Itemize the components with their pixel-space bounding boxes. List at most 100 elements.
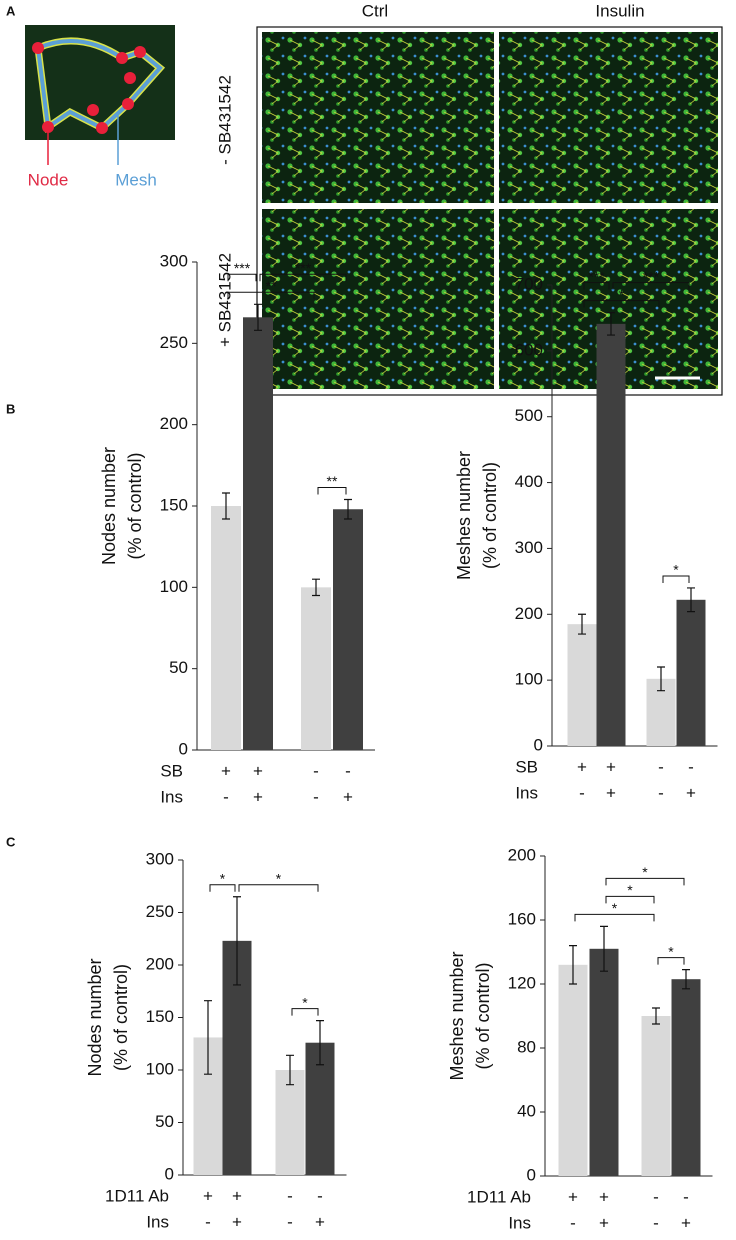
condition-sign: + [686, 783, 696, 802]
y-tick-label: 250 [146, 902, 174, 921]
significance-label: * [612, 900, 618, 916]
error-bar [569, 945, 577, 985]
error-bar [682, 969, 690, 990]
condition-name: SB [160, 761, 183, 780]
condition-sign: + [681, 1213, 691, 1232]
condition-name: Ins [515, 783, 538, 802]
y-axis-label: (% of control) [125, 452, 145, 559]
condition-sign: - [658, 783, 664, 802]
bar [671, 979, 701, 1176]
significance-bracket [317, 486, 347, 495]
condition-sign: + [599, 1187, 609, 1206]
column-label: Ctrl [362, 1, 388, 20]
y-tick-label: 0 [527, 1165, 536, 1184]
significance-bracket [657, 957, 685, 965]
y-tick-label: 150 [160, 495, 188, 514]
y-tick-label: 200 [515, 604, 543, 623]
y-tick-label: 300 [515, 538, 543, 557]
error-bar [254, 303, 262, 331]
significance-bracket [291, 1008, 319, 1016]
condition-sign: - [313, 787, 319, 806]
bar [558, 964, 588, 1176]
micrograph-grid [256, 26, 723, 396]
significance-label: *** [588, 268, 605, 284]
condition-sign: - [653, 1213, 659, 1232]
y-tick-label: 400 [515, 472, 543, 491]
inset-label: Mesh [115, 170, 157, 189]
bar [211, 506, 241, 750]
condition-sign: - [579, 783, 585, 802]
error-bar [233, 896, 241, 986]
significance-label: * [642, 864, 648, 880]
condition-sign: - [683, 1187, 689, 1206]
condition-sign: + [606, 757, 616, 776]
significance-bracket [583, 282, 610, 290]
significance-bracket [605, 895, 655, 904]
bar [676, 599, 706, 746]
significance-label: * [220, 870, 226, 886]
condition-sign: + [253, 761, 263, 780]
y-tick-label: 0 [165, 1164, 174, 1183]
significance-label: * [619, 286, 625, 302]
condition-name: SB [515, 757, 538, 776]
significance-label: * [627, 882, 633, 898]
condition-name: 1D11 Ab [467, 1187, 531, 1206]
y-tick-label: 150 [146, 1007, 174, 1026]
condition-name: Ins [508, 1213, 531, 1232]
condition-sign: - [317, 1186, 323, 1205]
y-axis-label: (% of control) [480, 462, 500, 569]
y-tick-label: 160 [508, 909, 536, 928]
significance-label: *** [295, 260, 312, 276]
error-bar [687, 587, 695, 613]
significance-bracket [238, 884, 319, 892]
bar [243, 317, 273, 750]
row-label: - SB431542 [215, 75, 234, 165]
significance-bracket [227, 291, 315, 300]
row-label: + SB431542 [215, 253, 234, 347]
significance-bracket [612, 282, 690, 290]
y-tick-label: 700 [515, 274, 543, 293]
condition-sign: + [232, 1186, 242, 1205]
y-axis-label: (% of control) [473, 962, 493, 1069]
significance-label: * [302, 994, 308, 1010]
y-tick-label: 200 [508, 845, 536, 864]
condition-sign: + [253, 787, 263, 806]
condition-sign: + [568, 1187, 578, 1206]
bar [333, 509, 363, 750]
y-axis-label: Meshes number [447, 951, 467, 1080]
condition-sign: - [658, 757, 664, 776]
significance-label: * [673, 562, 679, 578]
y-tick-label: 50 [155, 1112, 174, 1131]
condition-sign: + [577, 757, 587, 776]
condition-sign: - [570, 1213, 576, 1232]
significance-label: * [276, 870, 282, 886]
significance-label: ** [266, 278, 277, 294]
significance-bracket [605, 877, 685, 886]
y-tick-label: 100 [146, 1059, 174, 1078]
condition-sign: - [653, 1187, 659, 1206]
error-bar [312, 578, 320, 597]
y-tick-label: 200 [160, 414, 188, 433]
bar [567, 624, 597, 746]
condition-name: 1D11 Ab [105, 1186, 169, 1205]
y-axis-label: (% of control) [111, 964, 131, 1071]
y-tick-label: 600 [515, 340, 543, 359]
condition-sign: + [315, 1212, 325, 1231]
y-tick-label: 300 [146, 849, 174, 868]
error-bar [652, 1007, 660, 1025]
error-bar [204, 1000, 212, 1075]
condition-sign: - [287, 1186, 293, 1205]
condition-sign: + [203, 1186, 213, 1205]
y-tick-label: 250 [160, 333, 188, 352]
inset-image [25, 25, 175, 165]
bar [641, 1016, 671, 1176]
error-bar [222, 492, 230, 520]
condition-name: Ins [160, 787, 183, 806]
y-axis-label: Nodes number [99, 447, 119, 565]
y-tick-label: 0 [534, 735, 543, 754]
error-bar [316, 1020, 324, 1066]
panel-label: B [6, 401, 15, 416]
condition-sign: + [221, 761, 231, 780]
column-label: Insulin [595, 1, 644, 20]
